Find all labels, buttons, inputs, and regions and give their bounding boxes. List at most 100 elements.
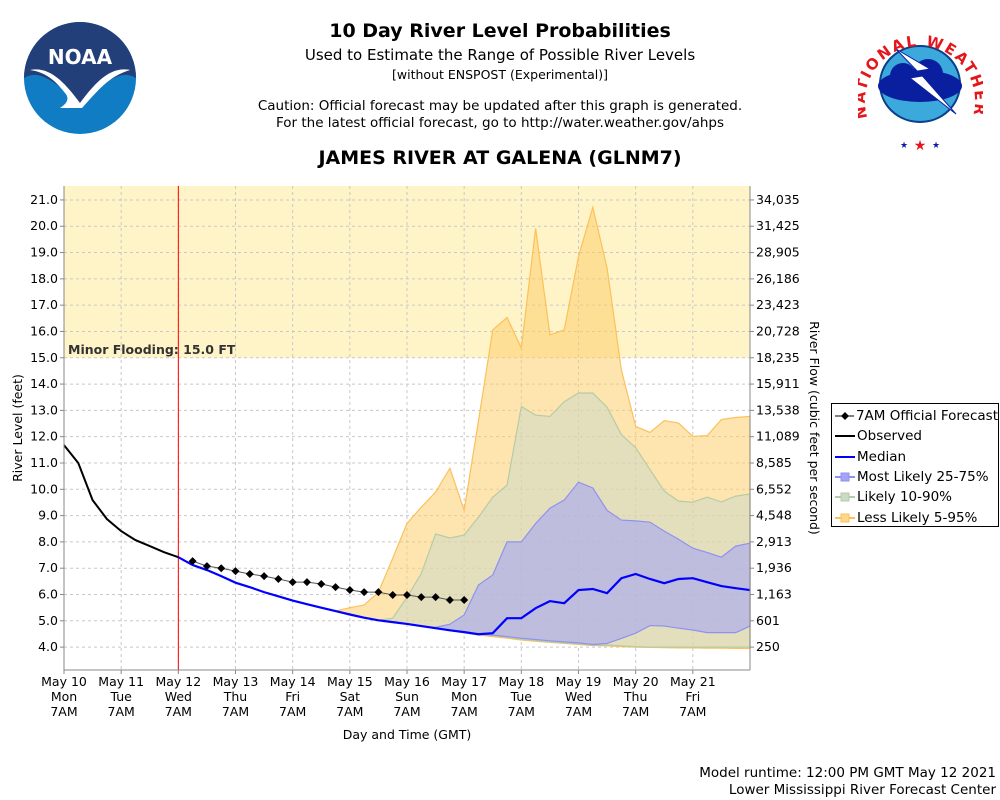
official-forecast-point — [288, 578, 297, 587]
official-forecast-point — [360, 588, 369, 597]
legend-item-observed: Observed — [835, 426, 998, 446]
x-tick-label: Thu — [223, 689, 247, 704]
x-tick-label: Thu — [623, 689, 647, 704]
x-tick-label: Fri — [685, 689, 700, 704]
caution-text: Caution: Official forecast may be update… — [257, 98, 743, 114]
observed-line — [63, 444, 179, 559]
official-forecast-point — [417, 593, 426, 602]
x-tick-label: 7AM — [622, 704, 649, 719]
official-forecast-point — [431, 593, 440, 602]
legend-label: Most Likely 25-75% — [857, 469, 989, 486]
legend-label: Less Likely 5-95% — [857, 509, 978, 526]
official-forecast-point — [260, 572, 269, 581]
y-tick-label: 14.0 — [30, 376, 58, 391]
square-line-icon — [835, 492, 855, 502]
official-forecast-point — [374, 588, 383, 597]
station-name: JAMES RIVER AT GALENA (GLNM7) — [318, 147, 682, 169]
official-forecast-point — [445, 596, 454, 605]
y-tick-label: 11.0 — [30, 455, 58, 470]
y2-tick-label: 28,905 — [756, 245, 800, 260]
x-tick-label: May 11 — [98, 674, 144, 689]
x-tick-label: 7AM — [108, 704, 135, 719]
x-tick-label: May 10 — [41, 674, 87, 689]
official-forecast-point — [202, 562, 211, 571]
x-tick-label: May 17 — [441, 674, 487, 689]
legend-item-median: Median — [835, 447, 998, 467]
forecast-center: Lower Mississippi River Forecast Center — [728, 782, 996, 798]
svg-text:★: ★ — [914, 138, 927, 154]
legend-label: Median — [857, 448, 907, 465]
x-tick-label: 7AM — [679, 704, 706, 719]
x-tick-label: Sat — [340, 689, 361, 704]
noaa-logo: NOAA — [12, 10, 148, 146]
noaa-logo-text: NOAA — [48, 45, 113, 69]
official-forecast-point — [302, 578, 311, 587]
median-line — [177, 556, 751, 636]
y2-tick-label: 18,235 — [756, 350, 800, 365]
x-tick-label: 7AM — [451, 704, 478, 719]
legend-item-25-75: Most Likely 25-75% — [835, 467, 998, 487]
y2-tick-label: 1,163 — [756, 587, 792, 602]
y-tick-label: 7.0 — [38, 560, 58, 575]
y2-tick-label: 1,936 — [756, 560, 792, 575]
chart-subtitle: Used to Estimate the Range of Possible R… — [304, 46, 696, 64]
y-tick-label: 17.0 — [30, 297, 58, 312]
y2-tick-label: 11,089 — [756, 429, 800, 444]
line-icon — [835, 455, 855, 458]
x-tick-label: Sun — [395, 689, 419, 704]
y2-tick-label: 250 — [756, 639, 780, 654]
y2-tick-label: 31,425 — [756, 218, 800, 233]
x-tick-label: May 16 — [384, 674, 430, 689]
x-tick-label: 7AM — [508, 704, 535, 719]
official-forecast-point — [460, 596, 469, 605]
y-tick-label: 6.0 — [38, 587, 58, 602]
legend-item-official-forecast: 7AM Official Forecast — [835, 406, 998, 426]
x-tick-label: Tue — [109, 689, 132, 704]
official-forecast-point — [274, 574, 283, 583]
official-forecast-point — [217, 564, 226, 573]
x-tick-label: May 21 — [670, 674, 716, 689]
y2-tick-label: 8,585 — [756, 455, 792, 470]
x-tick-label: Wed — [165, 689, 192, 704]
model-runtime: Model runtime: 12:00 PM GMT May 12 2021 — [699, 765, 996, 781]
x-tick-label: 7AM — [279, 704, 306, 719]
y-tick-label: 8.0 — [38, 534, 58, 549]
official-forecast-point — [188, 557, 197, 566]
x-tick-label: May 19 — [556, 674, 602, 689]
y2-tick-label: 2,913 — [756, 534, 792, 549]
y-tick-label: 12.0 — [30, 429, 58, 444]
official-forecast-point — [331, 583, 340, 592]
line-icon — [835, 435, 855, 438]
x-tick-label: Wed — [565, 689, 592, 704]
x-tick-label: 7AM — [565, 704, 592, 719]
x-tick-label: 7AM — [222, 704, 249, 719]
y-axis-label: River Level (feet) — [10, 374, 25, 482]
y-tick-label: 13.0 — [30, 402, 58, 417]
x-tick-label: Mon — [451, 689, 477, 704]
y-tick-label: 15.0 — [30, 350, 58, 365]
x-tick-label: 7AM — [165, 704, 192, 719]
y-tick-label: 18.0 — [30, 271, 58, 286]
y-tick-label: 10.0 — [30, 481, 58, 496]
nws-logo: NATIONAL WEATHER SERVICE ★ ★ ★ — [858, 14, 983, 154]
x-tick-label: Tue — [510, 689, 533, 704]
caution-link-text: For the latest official forecast, go to … — [275, 115, 725, 131]
legend-item-5-95: Less Likely 5-95% — [835, 507, 998, 527]
y2-tick-label: 34,035 — [756, 192, 800, 207]
y2-tick-label: 26,186 — [756, 271, 800, 286]
y2-tick-label: 13,538 — [756, 402, 800, 417]
y2-axis-label: River Flow (cubic feet per second) — [807, 321, 822, 535]
diamond-line-icon — [835, 412, 854, 421]
y2-tick-label: 15,911 — [756, 376, 800, 391]
legend-item-10-90: Likely 10-90% — [835, 487, 998, 507]
official-forecast-point — [388, 591, 397, 600]
x-tick-label: Fri — [285, 689, 300, 704]
x-tick-label: 7AM — [336, 704, 363, 719]
y-tick-label: 4.0 — [38, 639, 58, 654]
svg-text:★: ★ — [900, 141, 908, 151]
y2-tick-label: 601 — [756, 613, 780, 628]
y-tick-label: 21.0 — [30, 192, 58, 207]
legend-label: 7AM Official Forecast — [855, 408, 998, 425]
y-tick-label: 5.0 — [38, 613, 58, 628]
x-tick-label: May 12 — [155, 674, 201, 689]
